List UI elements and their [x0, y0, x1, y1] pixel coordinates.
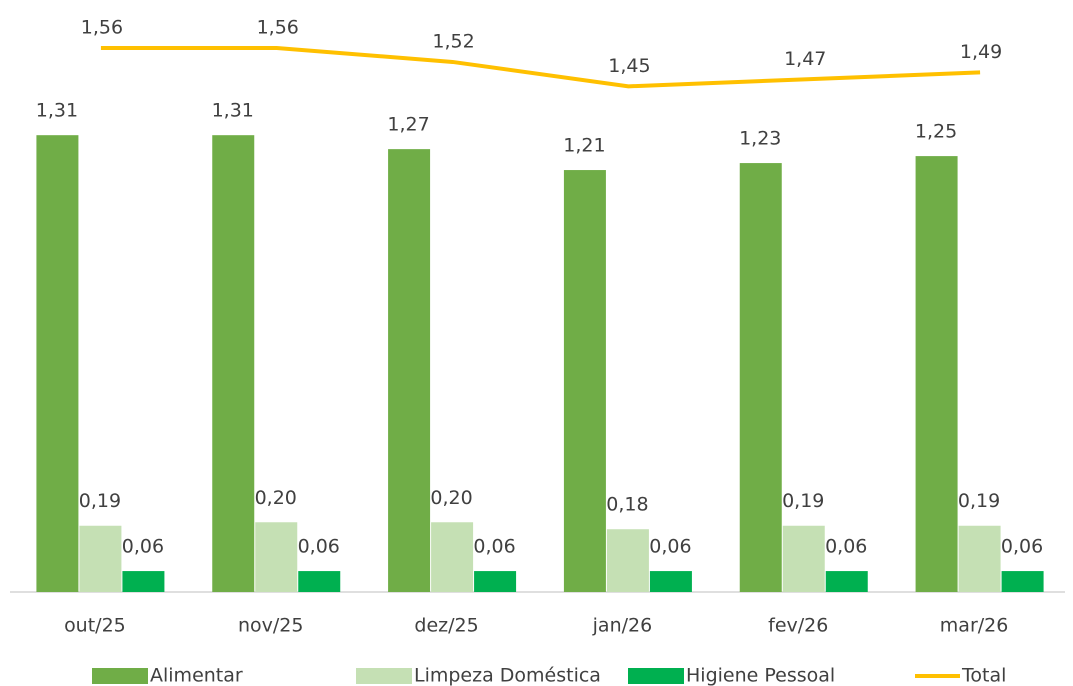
data-label: 1,31 [36, 100, 78, 122]
data-label: 0,18 [606, 494, 648, 516]
data-label: 1,52 [432, 30, 474, 52]
bar [563, 170, 606, 593]
bar [474, 571, 517, 592]
legend-label: Limpeza Doméstica [414, 665, 601, 686]
x-tick-label: dez/25 [414, 615, 478, 637]
bar [1001, 571, 1044, 592]
bar [255, 522, 298, 592]
bar [298, 571, 341, 592]
data-label: 0,19 [958, 490, 1000, 512]
data-label: 1,27 [387, 114, 429, 136]
data-label: 0,06 [1001, 536, 1043, 558]
data-label: 0,06 [473, 536, 515, 558]
line [100, 46, 981, 89]
legend-label: Higiene Pessoal [686, 665, 835, 686]
legend-swatch [356, 668, 412, 684]
data-label: 0,06 [298, 536, 340, 558]
data-label: 1,23 [739, 128, 781, 150]
x-tick-label: jan/26 [592, 615, 653, 637]
data-label: 0,19 [79, 490, 121, 512]
data-label: 0,20 [430, 487, 472, 509]
data-label: 0,20 [255, 487, 297, 509]
bar [958, 525, 1001, 592]
bar [36, 135, 79, 592]
bar [915, 156, 958, 592]
x-tick-label: fev/26 [768, 615, 828, 637]
x-tick-label: nov/25 [238, 615, 304, 637]
data-label: 1,31 [212, 100, 254, 122]
data-label: 1,25 [915, 121, 957, 143]
x-tick-label: out/25 [64, 615, 126, 637]
bar [431, 522, 474, 592]
bar [212, 135, 255, 592]
bar [388, 149, 431, 592]
bar [649, 571, 692, 592]
legend-label: Alimentar [150, 665, 243, 686]
data-label: 0,06 [122, 536, 164, 558]
data-label: 1,47 [784, 48, 826, 70]
data-label: 0,06 [825, 536, 867, 558]
bar [782, 525, 825, 592]
bar [79, 525, 122, 592]
legend-swatch [628, 668, 684, 684]
data-label: 1,49 [960, 41, 1002, 63]
bar [825, 571, 868, 592]
bar [122, 571, 165, 592]
bar [606, 529, 649, 592]
x-tick-label: mar/26 [940, 615, 1009, 637]
bar [739, 163, 782, 593]
data-label: 1,45 [608, 55, 650, 77]
data-label: 0,06 [649, 536, 691, 558]
legend-label: Total [961, 665, 1006, 686]
data-label: 1,21 [563, 135, 605, 157]
data-label: 1,56 [81, 17, 123, 39]
data-label: 1,56 [257, 17, 299, 39]
data-label: 0,19 [782, 490, 824, 512]
legend-swatch [92, 668, 148, 684]
